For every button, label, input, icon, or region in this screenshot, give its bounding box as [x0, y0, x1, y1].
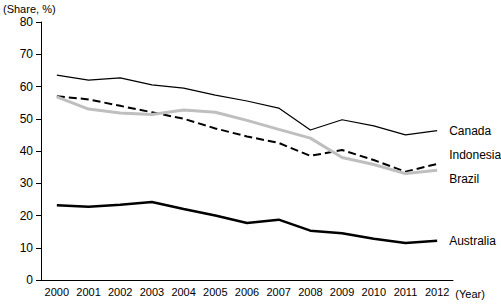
- svg-text:2000: 2000: [45, 286, 69, 298]
- svg-text:20: 20: [20, 209, 34, 223]
- svg-text:2006: 2006: [235, 286, 259, 298]
- svg-text:60: 60: [20, 80, 34, 94]
- svg-text:50: 50: [20, 112, 34, 126]
- svg-text:2012: 2012: [425, 286, 449, 298]
- svg-text:Canada: Canada: [449, 124, 491, 138]
- svg-text:Indonesia: Indonesia: [449, 148, 501, 162]
- svg-text:2009: 2009: [330, 286, 354, 298]
- svg-text:10: 10: [20, 241, 34, 255]
- svg-text:(Year): (Year): [455, 288, 485, 300]
- svg-text:0: 0: [26, 273, 33, 287]
- svg-text:40: 40: [20, 144, 34, 158]
- svg-text:2011: 2011: [394, 286, 418, 298]
- svg-text:80: 80: [20, 15, 34, 29]
- svg-text:Brazil: Brazil: [449, 172, 479, 186]
- svg-text:2005: 2005: [203, 286, 227, 298]
- svg-text:2004: 2004: [171, 286, 195, 298]
- svg-text:30: 30: [20, 176, 34, 190]
- svg-text:2007: 2007: [266, 286, 290, 298]
- svg-text:(Share, %): (Share, %): [3, 3, 56, 15]
- svg-text:70: 70: [20, 47, 34, 61]
- svg-text:2008: 2008: [298, 286, 322, 298]
- svg-text:Australia: Australia: [449, 234, 496, 248]
- svg-text:2001: 2001: [76, 286, 100, 298]
- svg-text:2003: 2003: [140, 286, 164, 298]
- svg-text:2010: 2010: [362, 286, 386, 298]
- svg-text:2002: 2002: [108, 286, 132, 298]
